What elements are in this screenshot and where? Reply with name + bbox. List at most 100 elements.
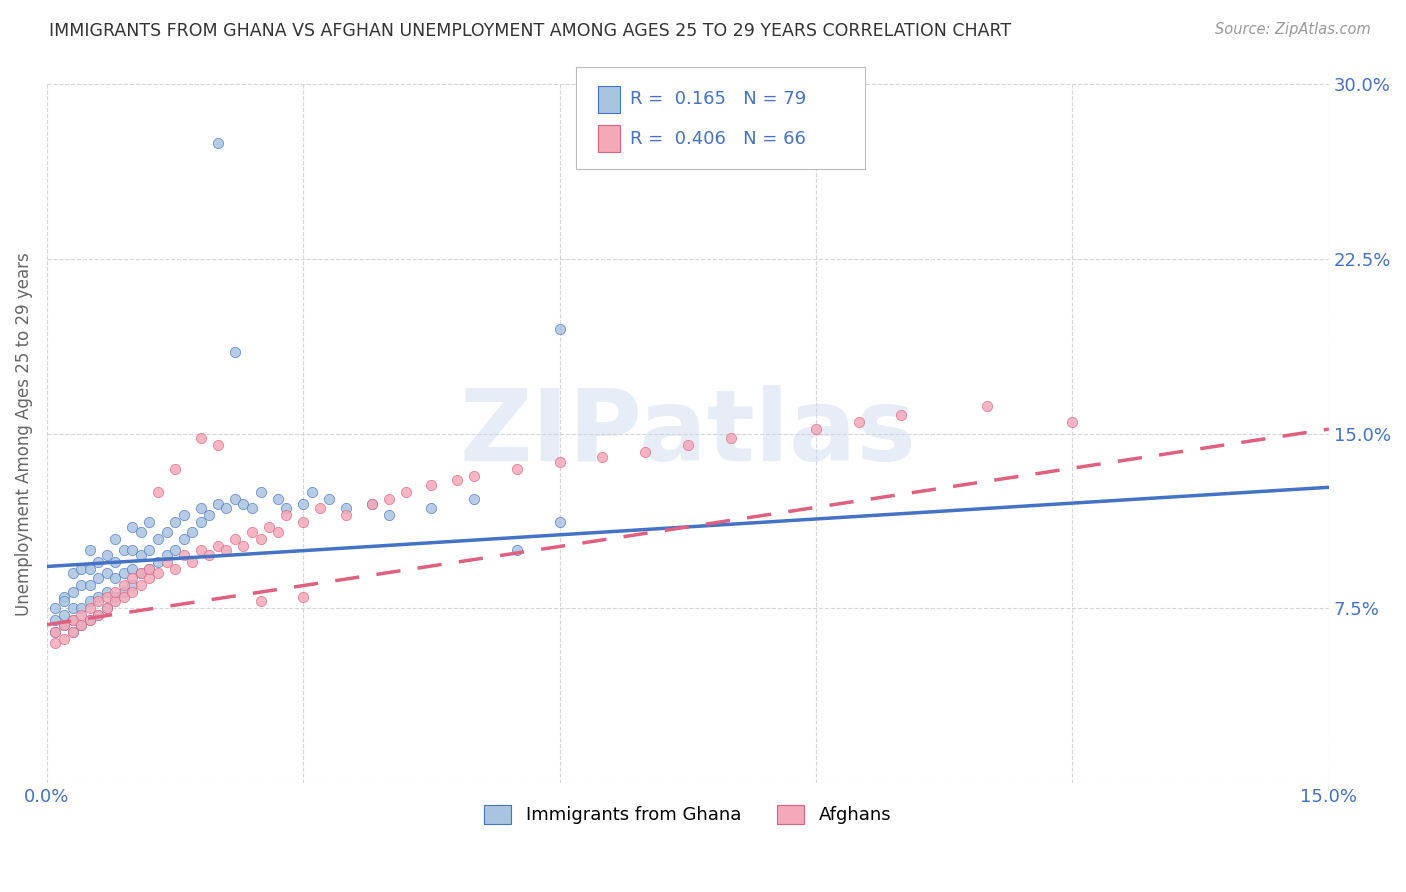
Point [224,491,246,506]
Point [207,438,229,452]
Point [198,508,221,523]
Point [720,431,742,445]
Point [198,548,221,562]
Text: ZIPatlas: ZIPatlas [460,385,917,483]
Point [146,566,169,581]
Text: R =  0.165   N = 79: R = 0.165 N = 79 [630,90,806,109]
Point [146,485,169,500]
Point [53,590,76,604]
Point [121,520,143,534]
Point [87,608,110,623]
Point [62,585,84,599]
Point [121,571,143,585]
Point [62,601,84,615]
Point [62,624,84,639]
Point [318,491,340,506]
Point [138,543,160,558]
Point [165,461,187,475]
Point [232,497,254,511]
Point [62,613,84,627]
Point [129,548,152,562]
Point [70,562,93,576]
Point [79,562,101,576]
Point [79,601,101,615]
Point [138,515,160,529]
Point [104,585,127,599]
Point [890,408,912,422]
Point [87,594,110,608]
Point [207,497,229,511]
Point [129,566,152,581]
Point [548,515,571,529]
Point [70,578,93,592]
Point [506,543,529,558]
Point [79,543,101,558]
Point [240,501,263,516]
Point [257,520,280,534]
Point [266,491,288,506]
Point [335,501,357,516]
Point [121,562,143,576]
Point [292,515,315,529]
Point [53,617,76,632]
Point [190,431,212,445]
Point [395,485,418,500]
Point [146,555,169,569]
Point [96,585,118,599]
Point [62,613,84,627]
Point [44,601,66,615]
Point [79,613,101,627]
Point [121,578,143,592]
Point [79,578,101,592]
Point [360,497,382,511]
Point [190,501,212,516]
Point [129,566,152,581]
Point [70,608,93,623]
Point [146,532,169,546]
Point [138,562,160,576]
Point [446,473,468,487]
Point [129,524,152,539]
Point [53,617,76,632]
Point [173,532,195,546]
Point [976,399,998,413]
Point [62,624,84,639]
Point [309,501,332,516]
Point [155,524,177,539]
Point [301,485,323,500]
Point [112,585,135,599]
Point [138,562,160,576]
Point [292,590,315,604]
Point [591,450,613,464]
Point [224,532,246,546]
Point [112,543,135,558]
Point [276,508,298,523]
Point [165,515,187,529]
Point [112,566,135,581]
Point [96,548,118,562]
Point [70,617,93,632]
Point [121,543,143,558]
Point [53,632,76,646]
Point [266,524,288,539]
Point [240,524,263,539]
Point [87,590,110,604]
Point [104,571,127,585]
Point [215,501,238,516]
Point [138,571,160,585]
Point [249,532,271,546]
Point [207,539,229,553]
Point [87,555,110,569]
Point [848,415,870,429]
Point [420,478,443,492]
Point [79,613,101,627]
Point [96,601,118,615]
Point [181,524,204,539]
Point [804,422,827,436]
Point [70,601,93,615]
Point [155,555,177,569]
Point [79,594,101,608]
Text: IMMIGRANTS FROM GHANA VS AFGHAN UNEMPLOYMENT AMONG AGES 25 TO 29 YEARS CORRELATI: IMMIGRANTS FROM GHANA VS AFGHAN UNEMPLOY… [49,22,1011,40]
Text: Source: ZipAtlas.com: Source: ZipAtlas.com [1215,22,1371,37]
Point [634,445,657,459]
